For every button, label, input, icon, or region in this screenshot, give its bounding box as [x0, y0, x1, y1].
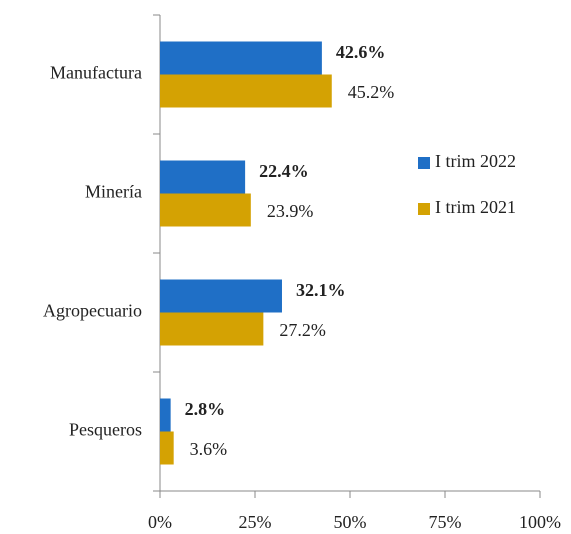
data-label: 3.6%	[190, 439, 228, 459]
x-tick-label: 0%	[148, 512, 172, 532]
y-tick-label: Pesqueros	[69, 420, 142, 440]
data-label: 42.6%	[336, 42, 386, 62]
bar	[160, 312, 264, 346]
bar	[160, 160, 246, 194]
data-label: 45.2%	[348, 82, 395, 102]
bar	[160, 193, 251, 227]
data-label: 2.8%	[185, 399, 226, 419]
y-tick-label: Minería	[85, 182, 142, 202]
legend-swatch	[418, 157, 430, 169]
legend-swatch	[418, 203, 430, 215]
x-tick-label: 50%	[334, 512, 367, 532]
x-tick-label: 75%	[429, 512, 462, 532]
x-tick-label: 100%	[519, 512, 561, 532]
bar	[160, 279, 282, 313]
bar	[160, 74, 332, 108]
y-tick-label: Manufactura	[50, 63, 142, 83]
data-label: 27.2%	[279, 320, 326, 340]
y-tick-label: Agropecuario	[43, 301, 142, 321]
data-label: 22.4%	[259, 161, 309, 181]
legend-label: I trim 2021	[435, 197, 516, 217]
bar	[160, 398, 171, 432]
bar	[160, 431, 174, 465]
legend-label: I trim 2022	[435, 151, 516, 171]
bar	[160, 41, 322, 75]
x-tick-label: 25%	[239, 512, 272, 532]
data-label: 32.1%	[296, 280, 346, 300]
data-label: 23.9%	[267, 201, 314, 221]
